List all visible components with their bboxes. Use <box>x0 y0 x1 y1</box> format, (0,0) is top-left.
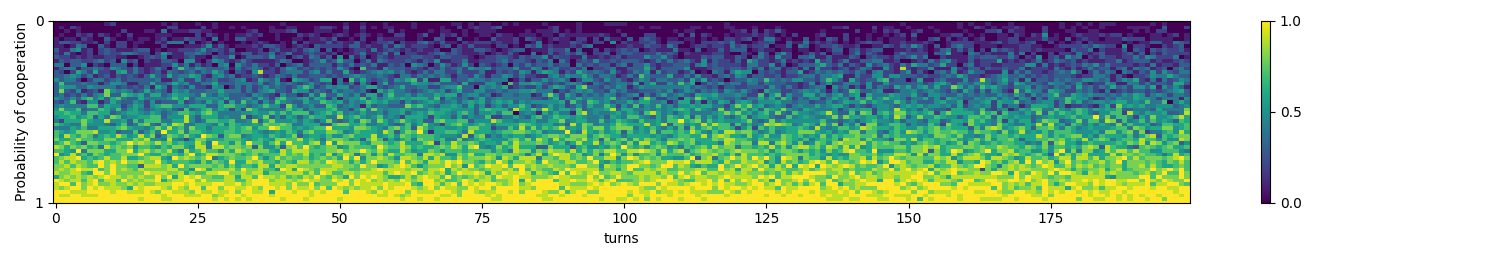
Y-axis label: Probability of cooperation: Probability of cooperation <box>15 22 28 201</box>
X-axis label: turns: turns <box>603 232 639 246</box>
